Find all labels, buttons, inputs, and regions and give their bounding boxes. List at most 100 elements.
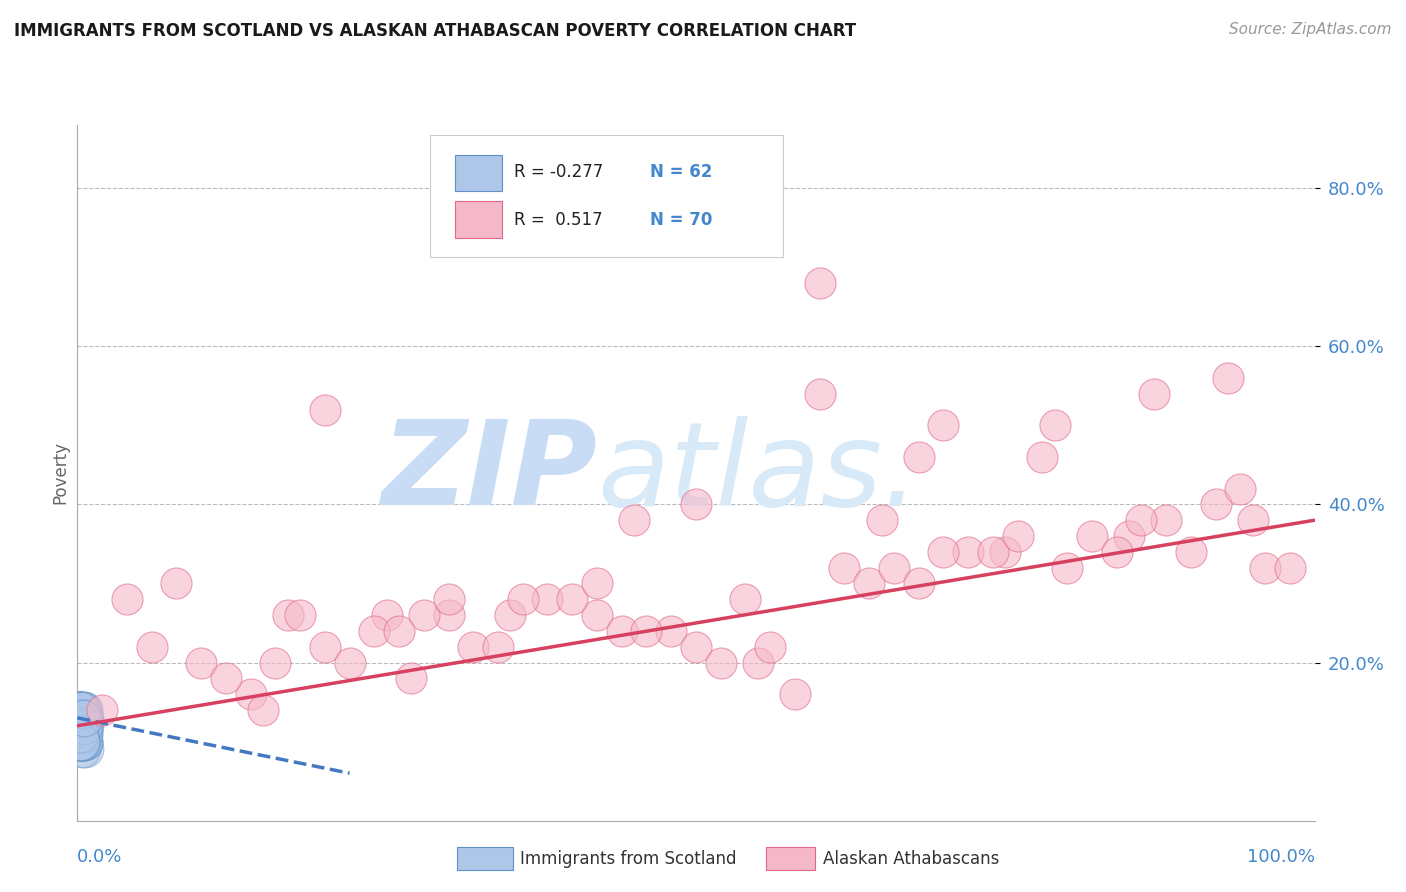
Point [586,608,609,623]
Point [808,276,831,290]
Point [1056,560,1078,574]
Point [981,545,1004,559]
Text: atlas.: atlas. [598,416,920,530]
Point [72,726,94,740]
Point [288,608,311,623]
Point [72,726,94,740]
Point [747,656,769,670]
Point [69,703,91,717]
Point [70,734,93,748]
Point [685,640,707,654]
Point [73,711,96,725]
Point [72,703,94,717]
Point [72,711,94,725]
Y-axis label: Poverty: Poverty [51,442,69,504]
Point [1254,560,1277,574]
Point [72,734,94,748]
Point [1043,418,1066,433]
Point [70,711,93,725]
Point [1205,497,1227,511]
Point [277,608,299,623]
Point [190,656,212,670]
Point [72,726,94,740]
Point [858,576,880,591]
Point [72,734,94,748]
Point [69,734,91,748]
Point [685,497,707,511]
Point [388,624,411,638]
Point [314,402,336,417]
Point [834,560,856,574]
Point [72,726,94,740]
Point [69,719,91,733]
Point [1007,529,1029,543]
Point [72,734,94,748]
Point [636,624,658,638]
Point [463,640,485,654]
Point [72,719,94,733]
Point [72,719,94,733]
Point [339,656,361,670]
Point [70,703,93,717]
Point [70,734,93,748]
Point [734,592,756,607]
Point [72,734,94,748]
Point [883,560,905,574]
Bar [454,202,502,237]
Text: IMMIGRANTS FROM SCOTLAND VS ALASKAN ATHABASCAN POVERTY CORRELATION CHART: IMMIGRANTS FROM SCOTLAND VS ALASKAN ATHA… [14,22,856,40]
Point [70,711,93,725]
Point [72,711,94,725]
Point [72,711,94,725]
Point [561,592,583,607]
Text: Alaskan Athabascans: Alaskan Athabascans [823,850,998,868]
Point [69,703,91,717]
Point [72,711,94,725]
Point [1143,386,1166,401]
Point [72,726,94,740]
Point [536,592,558,607]
Point [1118,529,1140,543]
Text: Immigrants from Scotland: Immigrants from Scotland [520,850,737,868]
Point [907,576,929,591]
Point [69,719,91,733]
FancyBboxPatch shape [430,136,783,257]
Point [437,592,460,607]
Point [412,608,434,623]
Point [70,734,93,748]
Point [69,726,91,740]
Text: Source: ZipAtlas.com: Source: ZipAtlas.com [1229,22,1392,37]
Point [437,608,460,623]
Point [70,703,93,717]
Point [70,726,93,740]
Point [69,734,91,748]
Point [72,719,94,733]
Point [73,719,96,733]
Text: 0.0%: 0.0% [77,848,122,866]
Point [239,687,262,701]
Point [69,734,91,748]
Point [72,742,94,756]
Point [70,719,93,733]
Point [1130,513,1153,527]
Point [72,726,94,740]
Point [1081,529,1104,543]
Point [72,726,94,740]
Point [586,576,609,591]
Point [1031,450,1053,464]
Point [69,703,91,717]
Point [252,703,274,717]
Text: R =  0.517: R = 0.517 [515,211,603,228]
Point [783,687,806,701]
Point [1154,513,1177,527]
Point [1241,513,1264,527]
Point [932,418,955,433]
Point [994,545,1017,559]
Point [710,656,733,670]
Text: 100.0%: 100.0% [1247,848,1315,866]
Point [69,703,91,717]
Point [72,734,94,748]
Point [499,608,522,623]
Point [69,703,91,717]
Point [70,726,93,740]
Point [375,608,398,623]
